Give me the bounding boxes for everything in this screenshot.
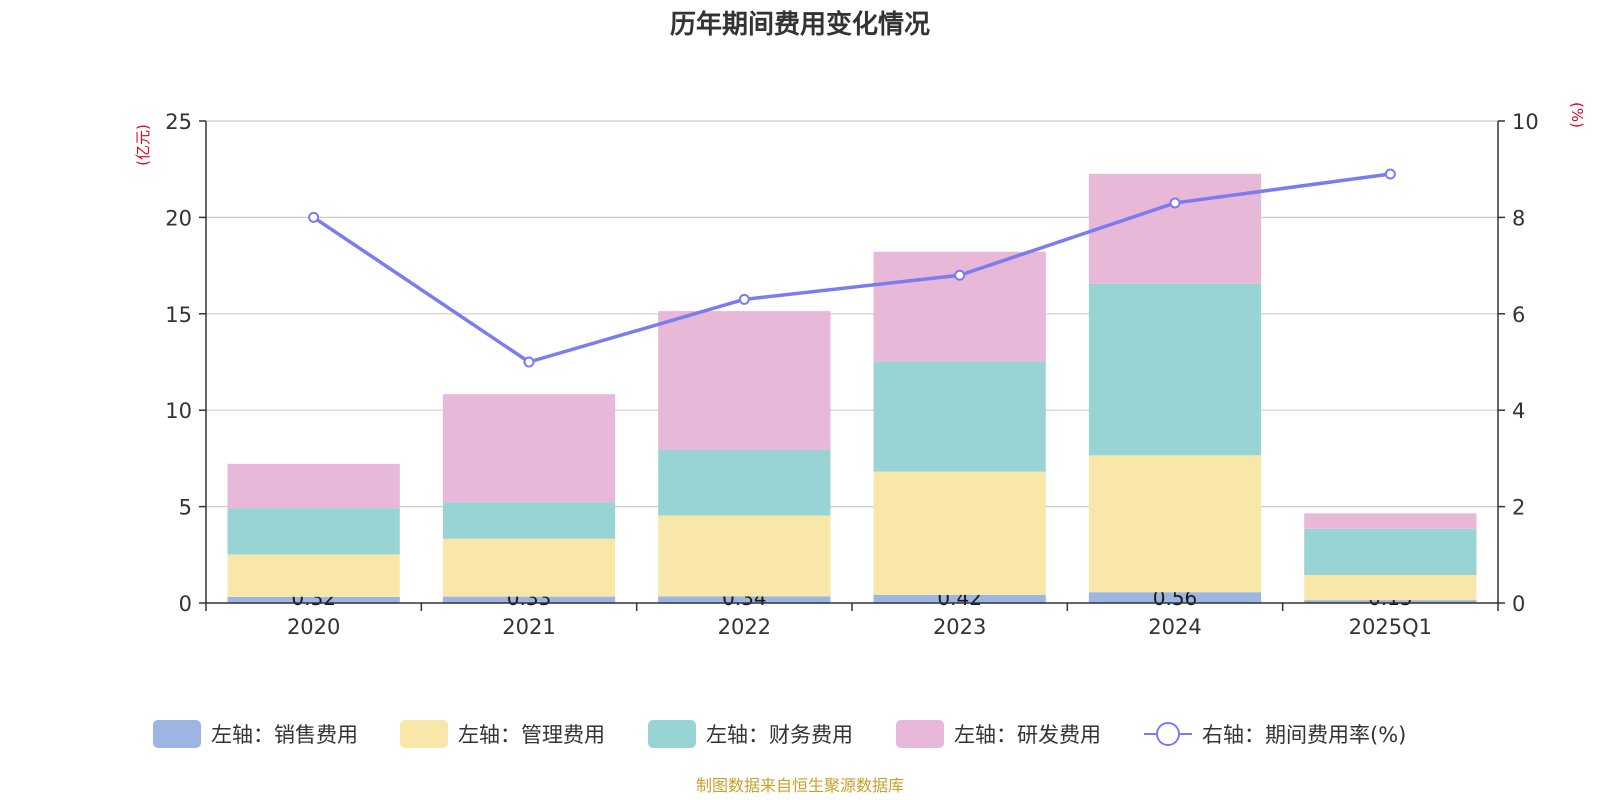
x-axis-tick-label: 2024 xyxy=(1148,615,1201,639)
bar-segment-3-2021 xyxy=(442,502,616,539)
expense-rate-point-2024 xyxy=(1169,197,1181,209)
legend-swatch-1 xyxy=(153,720,201,748)
bar-segment-3-2023 xyxy=(873,361,1046,472)
bar-segment-4-2020 xyxy=(227,463,400,509)
legend-swatch-4 xyxy=(896,720,944,748)
left-axis-tick-label: 10 xyxy=(165,399,192,423)
bar-segment-2-2022 xyxy=(658,515,831,597)
bar-segment-1-2023 xyxy=(873,594,1046,603)
right-axis-tick-label: 6 xyxy=(1512,303,1525,327)
legend-swatch-3 xyxy=(648,720,696,748)
bar-segment-2-2024 xyxy=(1088,455,1262,593)
bar-segment-3-2020 xyxy=(227,508,400,555)
legend-label-4: 左轴：研发费用 xyxy=(954,723,1101,747)
bar-segment-2-2021 xyxy=(442,538,616,597)
legend: 左轴：销售费用 左轴：管理费用 左轴：财务费用 左轴：研发费用 右轴：期间费用率(%) xyxy=(153,720,1406,748)
legend-line-marker xyxy=(1156,722,1180,746)
bar-segment-3-2022 xyxy=(658,449,831,516)
left-axis-tick-label: 0 xyxy=(179,592,192,616)
bar-segment-4-2025Q1 xyxy=(1304,513,1477,529)
bar-segment-1-2022 xyxy=(658,596,831,603)
bar-segment-3-2025Q1 xyxy=(1304,528,1477,576)
bar-segment-2-2020 xyxy=(227,554,400,597)
bar-segment-2-2023 xyxy=(873,471,1046,595)
bar-segment-4-2022 xyxy=(658,311,831,450)
bar-segment-1-2024 xyxy=(1088,592,1262,603)
left-axis-tick-label: 15 xyxy=(165,303,192,327)
expense-rate-point-2023 xyxy=(954,269,966,281)
expense-rate-point-2020 xyxy=(308,211,320,223)
left-axis-tick-label: 25 xyxy=(165,110,192,134)
left-axis-unit: (亿元) xyxy=(134,124,152,166)
expense-rate-line xyxy=(308,168,1396,368)
expense-rate-point-2022 xyxy=(738,293,750,305)
expense-rate-point-2021 xyxy=(523,356,535,368)
legend-swatch-2 xyxy=(400,720,448,748)
left-axis-tick-label: 5 xyxy=(179,496,192,520)
x-axis-tick-label: 2020 xyxy=(287,615,340,639)
bar-segment-4-2024 xyxy=(1088,173,1262,284)
bar-segment-4-2021 xyxy=(442,394,616,503)
bar-segment-1-2020 xyxy=(227,596,400,603)
bar-segment-4-2023 xyxy=(873,251,1046,362)
bars: 0.320.330.340.420.560.15 xyxy=(227,173,1477,610)
x-axis-tick-label: 2025Q1 xyxy=(1349,615,1432,639)
data-source-note: 制图数据来自恒生聚源数据库 xyxy=(696,776,904,795)
left-axis-tick-label: 20 xyxy=(165,206,192,230)
right-axis-tick-label: 4 xyxy=(1512,399,1525,423)
bar-segment-1-2025Q1 xyxy=(1304,600,1477,603)
expense-rate-point-2025Q1 xyxy=(1384,168,1396,180)
axes: 0 5 10 15 20 25 0 2 4 6 8 10 2020 2021 2022 2023 2024 202… xyxy=(165,110,1538,639)
right-axis-tick-label: 0 xyxy=(1512,592,1525,616)
grid-lines xyxy=(206,120,1498,508)
expense-rate-polyline xyxy=(312,172,1391,364)
legend-label-5: 右轴：期间费用率(%) xyxy=(1202,723,1406,747)
right-axis-tick-label: 10 xyxy=(1512,110,1539,134)
right-axis-unit: (%) xyxy=(1568,102,1586,128)
bar-segment-3-2024 xyxy=(1088,283,1262,456)
legend-label-2: 左轴：管理费用 xyxy=(458,723,605,747)
x-axis-tick-label: 2021 xyxy=(502,615,555,639)
right-axis-tick-label: 2 xyxy=(1512,496,1525,520)
x-axis-tick-label: 2023 xyxy=(933,615,986,639)
x-axis-tick-label: 2022 xyxy=(718,615,771,639)
bar-segment-2-2025Q1 xyxy=(1304,575,1477,601)
legend-label-3: 左轴：财务费用 xyxy=(706,723,853,747)
legend-label-1: 左轴：销售费用 xyxy=(211,723,358,747)
right-axis-tick-label: 8 xyxy=(1512,206,1525,230)
bar-segment-1-2021 xyxy=(442,596,616,603)
chart-title: 历年期间费用变化情况 xyxy=(670,9,930,40)
